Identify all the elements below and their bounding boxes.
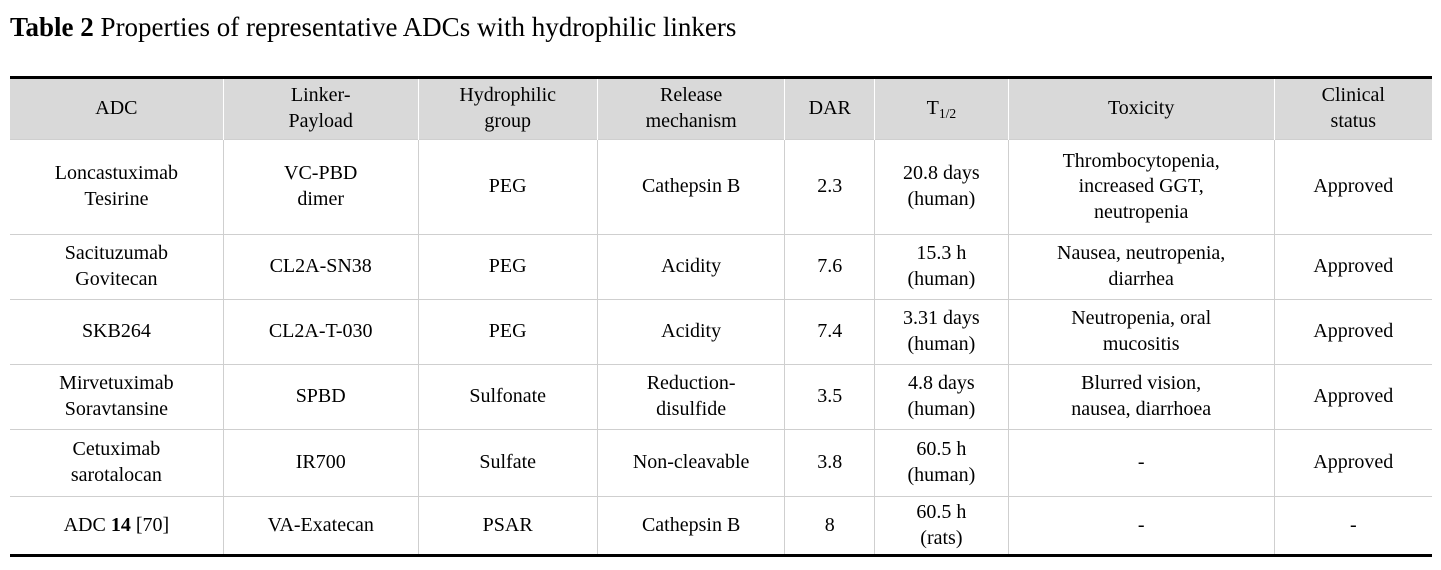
adc-properties-table: ADC Linker- Payload Hydrophilic group Release… (10, 76, 1432, 557)
cell-hydrophilic-group-row-4: Sulfonate (417, 364, 598, 430)
cell-clinical-status-row-2: Approved (1273, 234, 1432, 300)
cell-toxicity-row-4: Blurred vision, nausea, diarrhoea (1007, 364, 1275, 430)
cell-dar-row-2: 7.6 (784, 234, 875, 300)
cell-clinical-status-row-5: Approved (1273, 429, 1432, 497)
cell-half-life-row-5: 60.5 h (human) (874, 429, 1009, 497)
table-row-1: Loncastuximab Tesirine VC-PBD dimer PEG Cathe… (10, 139, 1432, 235)
header-cell-hydrophilic-group: Hydrophilic group (417, 77, 598, 140)
cell-release-mechanism-row-4: Reduction-disulfide (596, 364, 785, 430)
header-cell-linker-payload: Linker- Payload (222, 77, 419, 140)
cell-half-life-row-6: 60.5 h (rats) (874, 496, 1009, 556)
cell-half-life-row-4: 4.8 days (human) (874, 364, 1009, 430)
cell-clinical-status-row-3: Approved (1273, 299, 1432, 365)
cell-dar-row-3: 7.4 (784, 299, 875, 365)
header-cell-toxicity: Toxicity (1007, 77, 1275, 140)
table-caption: Table 2 Properties of representative ADC… (10, 12, 736, 43)
cell-clinical-status-row-6: - (1273, 496, 1432, 556)
cell-adc-row-2: Sacituzumab Govitecan (10, 234, 224, 300)
cell-toxicity-row-1: Thrombocytopenia, increased GGT, neutropen… (1007, 139, 1275, 235)
cell-half-life-row-2: 15.3 h (human) (874, 234, 1009, 300)
cell-hydrophilic-group-row-6: PSAR (417, 496, 598, 556)
cell-clinical-status-row-4: Approved (1273, 364, 1432, 430)
cell-toxicity-row-2: Nausea, neutropenia, diarrhea (1007, 234, 1275, 300)
cell-hydrophilic-group-row-3: PEG (417, 299, 598, 365)
cell-linker-payload-row-2: CL2A-SN38 (222, 234, 419, 300)
cell-release-mechanism-row-3: Acidity (596, 299, 785, 365)
cell-hydrophilic-group-row-1: PEG (417, 139, 598, 235)
cell-dar-row-1: 2.3 (784, 139, 875, 235)
cell-adc-row-4: Mirvetuximab Soravtansine (10, 364, 224, 430)
cell-linker-payload-row-6: VA-Exatecan (222, 496, 419, 556)
header-cell-adc: ADC (10, 77, 224, 140)
cell-adc-row-6: ADC 14 [70] (10, 496, 224, 556)
cell-linker-payload-row-4: SPBD (222, 364, 419, 430)
cell-dar-row-5: 3.8 (784, 429, 875, 497)
cell-release-mechanism-row-2: Acidity (596, 234, 785, 300)
cell-half-life-row-1: 20.8 days (human) (874, 139, 1009, 235)
cell-toxicity-row-3: Neutropenia, oral mucositis (1007, 299, 1275, 365)
cell-release-mechanism-row-1: Cathepsin B (596, 139, 785, 235)
cell-adc-row-1: Loncastuximab Tesirine (10, 139, 224, 235)
table-row-4: Mirvetuximab Soravtansine SPBD Sulfonate Red… (10, 364, 1432, 430)
header-cell-dar: DAR (784, 77, 875, 140)
table-header: ADC Linker- Payload Hydrophilic group Release… (10, 77, 1432, 140)
cell-half-life-row-3: 3.31 days (human) (874, 299, 1009, 365)
table-row-3: SKB264 CL2A-T-030 PEG Acidity 7.4 3.31 days (h… (10, 299, 1432, 365)
header-cell-clinical-status: Clinical status (1273, 77, 1432, 140)
table-caption-text: Properties of representative ADCs with h… (93, 12, 737, 42)
cell-toxicity-row-5: - (1007, 429, 1275, 497)
cell-linker-payload-row-1: VC-PBD dimer (222, 139, 419, 235)
cell-adc-row-3: SKB264 (10, 299, 224, 365)
table-header-row: ADC Linker- Payload Hydrophilic group Release… (10, 77, 1432, 140)
cell-linker-payload-row-5: IR700 (222, 429, 419, 497)
cell-hydrophilic-group-row-5: Sulfate (417, 429, 598, 497)
header-cell-half-life: T1/2 (874, 77, 1009, 140)
table-row-6: ADC 14 [70] VA-Exatecan PSAR Cathepsin B 8 60… (10, 496, 1432, 556)
cell-adc-row-5: Cetuximab sarotalocan (10, 429, 224, 497)
cell-clinical-status-row-1: Approved (1273, 139, 1432, 235)
cell-release-mechanism-row-6: Cathepsin B (596, 496, 785, 556)
table-row-2: Sacituzumab Govitecan CL2A-SN38 PEG Acidity 7… (10, 234, 1432, 300)
table-caption-label: Table 2 (10, 12, 94, 42)
cell-dar-row-6: 8 (784, 496, 875, 556)
header-cell-release-mechanism: Release mechanism (596, 77, 785, 140)
cell-hydrophilic-group-row-2: PEG (417, 234, 598, 300)
cell-release-mechanism-row-5: Non-cleavable (596, 429, 785, 497)
table-body: Loncastuximab Tesirine VC-PBD dimer PEG Cathe… (10, 139, 1432, 556)
cell-linker-payload-row-3: CL2A-T-030 (222, 299, 419, 365)
cell-dar-row-4: 3.5 (784, 364, 875, 430)
table-row-5: Cetuximab sarotalocan IR700 Sulfate Non-clea… (10, 429, 1432, 497)
cell-toxicity-row-6: - (1007, 496, 1275, 556)
